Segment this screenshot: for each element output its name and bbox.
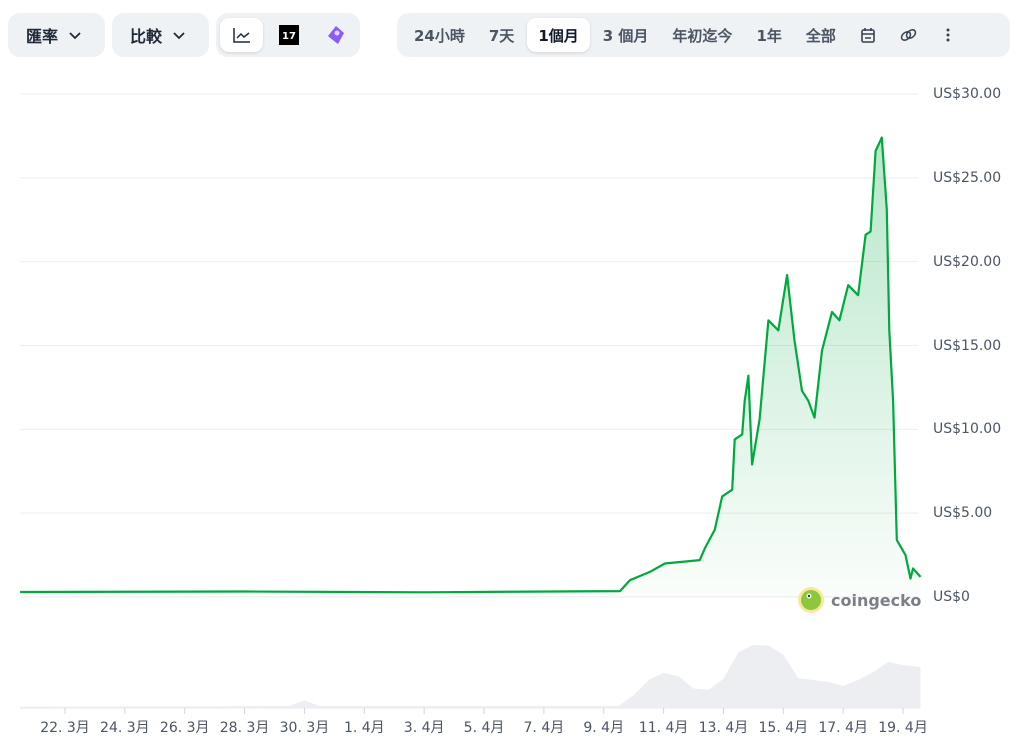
more-vertical-button[interactable] <box>929 18 967 52</box>
x-tick-label: 15. 4月 <box>758 720 809 736</box>
brand-text: coingecko <box>831 590 922 610</box>
y-tick-label: US$25.00 <box>933 169 1002 186</box>
price-area-fill <box>20 137 921 597</box>
x-tick-label: 9. 4月 <box>583 720 625 736</box>
x-tick-label: 13. 4月 <box>698 720 749 736</box>
calendar-button[interactable] <box>849 18 887 52</box>
range-2-button[interactable]: 1個月 <box>527 18 590 52</box>
rate-label: 匯率 <box>26 27 59 46</box>
chart-type-group: 17 <box>216 13 360 57</box>
range-1-button[interactable]: 7天 <box>488 26 515 45</box>
svg-text:17: 17 <box>282 31 296 42</box>
chevron-down-icon <box>173 32 185 40</box>
calendar-icon <box>861 28 875 43</box>
y-tick-label: US$10.00 <box>933 421 1002 438</box>
price-line <box>20 136 922 594</box>
volume-area <box>20 645 921 708</box>
line-chart-button[interactable] <box>220 18 264 52</box>
range-5-button[interactable]: 1年 <box>756 26 782 45</box>
y-tick-label: US$15.00 <box>933 337 1002 354</box>
y-tick-label: US$5.00 <box>933 505 993 522</box>
coingecko-watermark: coingecko <box>797 586 921 614</box>
gecko-icon <box>328 26 345 44</box>
x-tick-label: 3. 4月 <box>403 720 445 736</box>
x-tick-label: 30. 3月 <box>279 720 330 736</box>
x-tick-label: 17. 4月 <box>818 720 868 736</box>
rate-dropdown[interactable]: 匯率 <box>8 13 105 57</box>
y-tick-label: US$20.00 <box>933 253 1002 270</box>
gecko-chart-button[interactable] <box>315 18 358 52</box>
tradingview-icon: 17 <box>278 25 299 45</box>
range-4-button[interactable]: 年初迄今 <box>672 26 733 45</box>
line-chart-icon <box>232 28 250 43</box>
x-tick-label: 26. 3月 <box>159 720 210 736</box>
range-3-button[interactable]: 3 個月 <box>602 26 649 45</box>
tradingview-button[interactable]: 17 <box>267 18 310 52</box>
more-vertical-icon <box>946 28 950 42</box>
compare-label: 比較 <box>130 27 163 46</box>
x-tick-label: 19. 4月 <box>878 720 928 736</box>
x-tick-label: 1. 4月 <box>343 720 385 736</box>
link-icon <box>900 29 917 41</box>
chevron-down-icon <box>69 32 81 40</box>
x-tick-label: 28. 3月 <box>219 720 270 736</box>
link-button[interactable] <box>889 18 927 52</box>
x-tick-label: 5. 4月 <box>463 720 505 736</box>
x-tick-label: 22. 3月 <box>40 720 90 736</box>
range-6-button[interactable]: 全部 <box>805 26 836 45</box>
x-tick-label: 7. 4月 <box>523 720 565 736</box>
range-0-button[interactable]: 24小時 <box>414 26 465 45</box>
x-tick-label: 11. 4月 <box>638 720 689 736</box>
coingecko-logo-icon <box>798 587 824 613</box>
x-tick-label: 24. 3月 <box>100 720 150 736</box>
y-tick-label: US$30.00 <box>933 86 1002 102</box>
range-group: 24小時 7天 1個月 3 個月 年初迄今 1年 全部 <box>397 13 1010 57</box>
y-tick-label: US$0 <box>933 589 970 605</box>
compare-dropdown[interactable]: 比較 <box>112 13 209 57</box>
